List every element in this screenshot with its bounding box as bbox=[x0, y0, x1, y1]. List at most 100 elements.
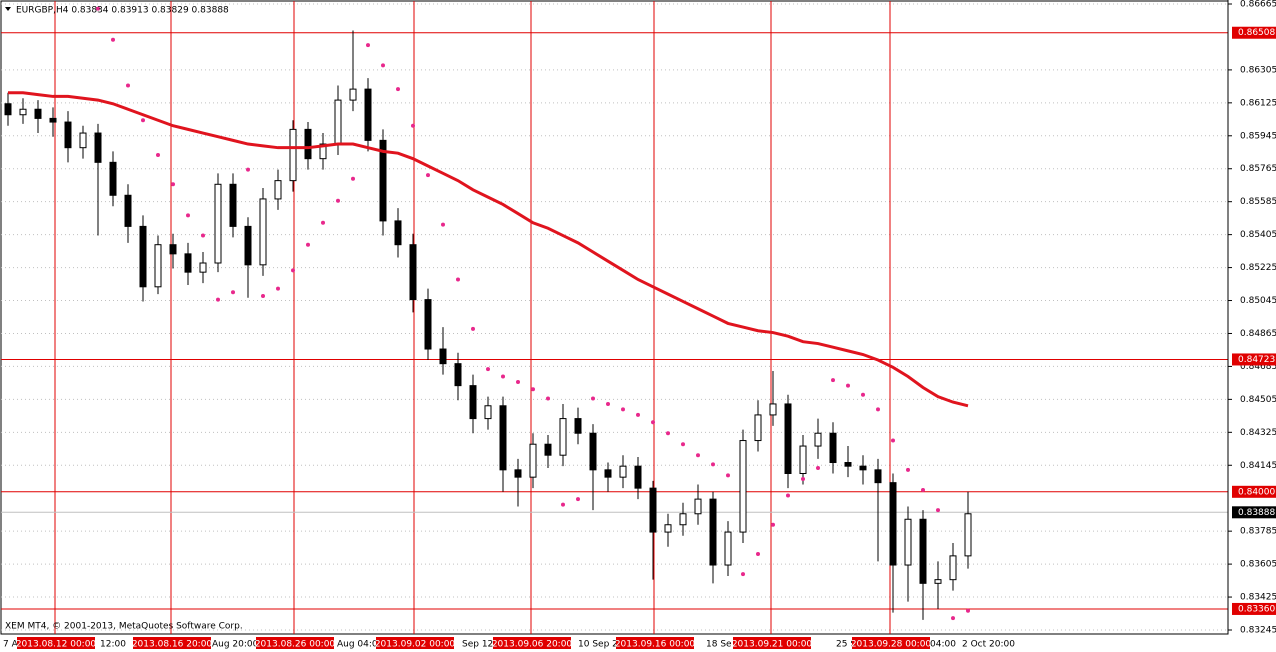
sar-dot bbox=[246, 167, 250, 172]
current-price-label: 0.83888 bbox=[1238, 508, 1275, 518]
sar-dot bbox=[171, 182, 175, 187]
x-tick-label: 10 Sep 2 bbox=[578, 640, 618, 650]
candle-body bbox=[49, 117, 57, 123]
candle-body bbox=[619, 465, 627, 478]
sar-dot bbox=[501, 374, 505, 379]
y-tick-label: 0.85765 bbox=[1240, 164, 1276, 174]
sar-dot bbox=[636, 412, 640, 417]
x-tick-label: 7 A bbox=[3, 640, 19, 650]
candle-body bbox=[469, 385, 477, 420]
sar-dot bbox=[126, 83, 130, 88]
moving-average bbox=[8, 91, 969, 408]
date-flag bbox=[17, 637, 95, 649]
date-flag bbox=[133, 637, 211, 649]
sar-dot bbox=[351, 176, 355, 181]
sar-dot bbox=[906, 467, 910, 472]
sar-dot bbox=[756, 552, 760, 557]
date-flag-label: 2013.09.02 00:00 bbox=[375, 640, 456, 650]
y-tick-label: 0.85945 bbox=[1240, 131, 1276, 141]
sar-dot bbox=[141, 118, 145, 123]
sar-dot bbox=[666, 431, 670, 436]
sar-dot bbox=[456, 277, 460, 282]
candle-body bbox=[829, 432, 837, 464]
sar-dot bbox=[936, 508, 940, 513]
date-flag-label: 2013.09.21 00:00 bbox=[732, 640, 813, 650]
date-flag bbox=[852, 637, 930, 649]
x-tick-label: 04:00 bbox=[930, 640, 956, 650]
y-tick-label: 0.85045 bbox=[1240, 296, 1276, 306]
y-tick-label: 0.84685 bbox=[1240, 362, 1276, 372]
sar-dot bbox=[591, 396, 595, 401]
price-label: 0.84723 bbox=[1238, 355, 1275, 365]
candle-body bbox=[139, 225, 147, 288]
candle-body bbox=[949, 555, 957, 581]
x-tick-label: Sep 12: bbox=[462, 640, 496, 650]
y-tick-label: 0.84145 bbox=[1240, 461, 1276, 471]
sar-dot bbox=[276, 286, 280, 291]
candle-body bbox=[844, 462, 852, 467]
candle-body bbox=[304, 128, 312, 160]
sar-dot bbox=[186, 213, 190, 218]
candle-body bbox=[169, 244, 177, 255]
sar-dot bbox=[546, 396, 550, 401]
date-flag bbox=[256, 637, 334, 649]
candle-body bbox=[499, 405, 507, 471]
sar-dot bbox=[426, 173, 430, 178]
candle-body bbox=[259, 198, 267, 266]
y-tick-label: 0.83605 bbox=[1240, 560, 1276, 570]
candle-body bbox=[559, 418, 567, 456]
sar-dot bbox=[801, 476, 805, 481]
candle-body bbox=[784, 403, 792, 475]
date-flag-label: 2013.08.16 20:00 bbox=[132, 640, 213, 650]
sar-dot bbox=[486, 367, 490, 372]
candle-body bbox=[64, 121, 72, 149]
sar-dot bbox=[831, 378, 835, 383]
candle-body bbox=[319, 143, 327, 160]
candle-body bbox=[124, 194, 132, 227]
candle-body bbox=[484, 405, 492, 420]
sar-dot bbox=[156, 153, 160, 158]
y-tick-label: 0.84865 bbox=[1240, 329, 1276, 339]
sar-dot bbox=[531, 387, 535, 392]
candle-body bbox=[709, 498, 717, 566]
candle-body bbox=[604, 469, 612, 478]
candle-body bbox=[4, 103, 12, 116]
sar-dot bbox=[966, 608, 970, 613]
price-label-box bbox=[1232, 602, 1276, 615]
candle-body bbox=[424, 299, 432, 350]
candle-body bbox=[409, 244, 417, 301]
date-flag-label: 2013.08.26 00:00 bbox=[255, 640, 336, 650]
y-tick-label: 0.85225 bbox=[1240, 263, 1276, 273]
candle-body bbox=[664, 524, 672, 533]
sar-dot bbox=[606, 401, 610, 406]
candle-body bbox=[874, 469, 882, 484]
candle-body bbox=[214, 183, 222, 264]
sar-dot bbox=[471, 326, 475, 331]
candle-body bbox=[34, 108, 42, 119]
sar-dot bbox=[921, 487, 925, 492]
candle-body bbox=[889, 482, 897, 566]
y-tick-label: 0.84325 bbox=[1240, 428, 1276, 438]
y-tick-label: 0.86665 bbox=[1240, 0, 1276, 10]
sar-dot bbox=[621, 407, 625, 412]
sar-dot bbox=[366, 43, 370, 48]
x-tick-label: Aug 04:00 bbox=[337, 640, 384, 650]
sar-dot bbox=[861, 392, 865, 397]
sar-dot bbox=[651, 420, 655, 425]
price-label-box bbox=[1232, 26, 1276, 39]
candle-body bbox=[799, 445, 807, 474]
sar-dot bbox=[111, 37, 115, 42]
candle-body bbox=[19, 108, 27, 116]
candle-body bbox=[904, 518, 912, 566]
candle-body bbox=[544, 443, 552, 456]
sar-dot bbox=[321, 220, 325, 225]
sar-dot bbox=[696, 453, 700, 458]
candle-body bbox=[739, 440, 747, 533]
sar-dot bbox=[711, 462, 715, 467]
sar-dot bbox=[306, 242, 310, 247]
footer: XEM MT4, © 2001-2013, MetaQuotes Softwar… bbox=[5, 622, 243, 632]
price-label: 0.84000 bbox=[1238, 487, 1275, 497]
y-tick-label: 0.84505 bbox=[1240, 395, 1276, 405]
date-flag-label: 2013.09.28 00:00 bbox=[851, 640, 932, 650]
